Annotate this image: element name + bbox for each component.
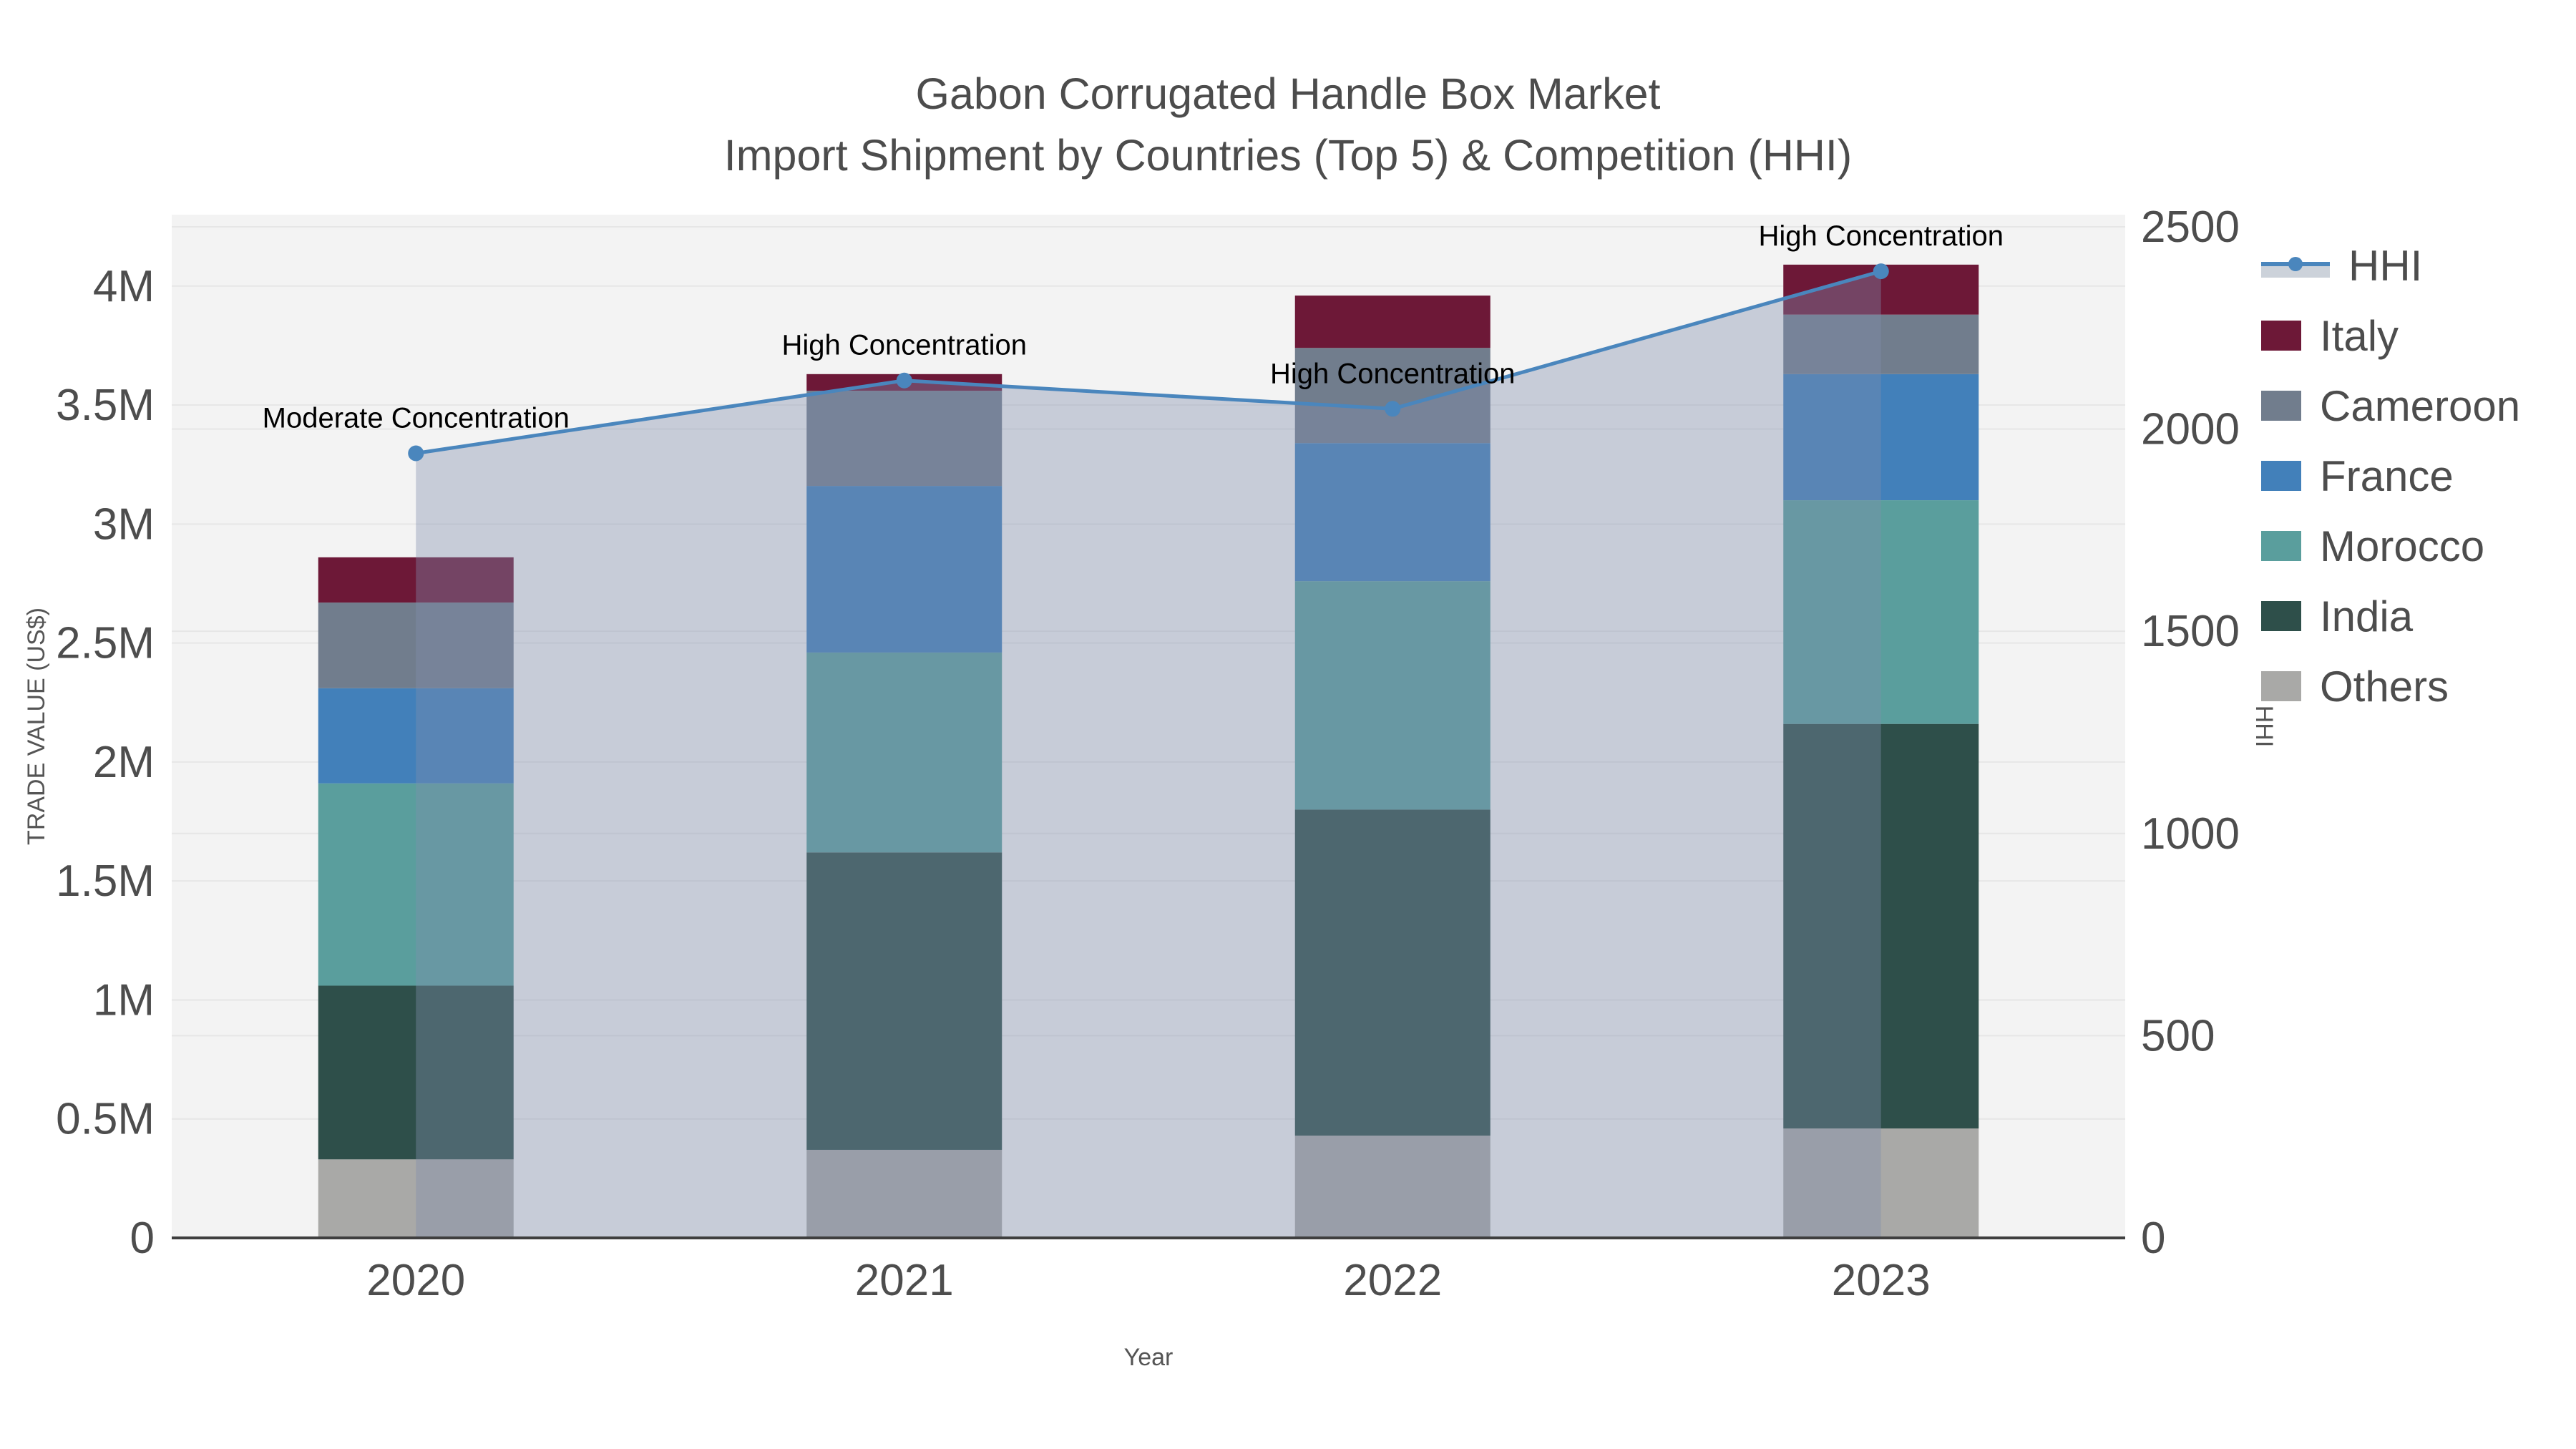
bar-segment-morocco-2020[interactable] (318, 783, 514, 986)
hhi-marker-2023[interactable] (1873, 263, 1889, 280)
annotation-2023: High Concentration (1759, 220, 2004, 252)
legend: HHI Italy Cameroon France Morocco India Others (2261, 230, 2520, 721)
bar-segment-others-2020[interactable] (318, 1159, 514, 1238)
bar-segment-cameroon-2022[interactable] (1294, 348, 1491, 444)
y-right-axis-title: HHI (2250, 706, 2278, 748)
y-left-tick-label: 0.5M (56, 1095, 155, 1144)
chart-title-block: Gabon Corrugated Handle Box Market Impor… (0, 63, 2576, 186)
y-right-tick-label: 2500 (2141, 203, 2240, 252)
legend-label-italy: Italy (2320, 311, 2399, 360)
hhi-marker-2022[interactable] (1385, 401, 1401, 417)
y-right-tick-label: 2000 (2141, 405, 2240, 454)
bar-segment-cameroon-2021[interactable] (806, 391, 1002, 487)
legend-label-cameroon: Cameroon (2320, 381, 2521, 430)
annotation-2021: High Concentration (782, 330, 1027, 361)
y-left-tick-label: 1.5M (56, 857, 155, 906)
bar-segment-india-2023[interactable] (1783, 723, 1979, 1129)
y-left-tick-label: 2M (93, 738, 155, 787)
y-left-tick-label: 0 (130, 1214, 155, 1263)
hhi-marker-2020[interactable] (408, 445, 424, 462)
bar-segment-cameroon-2020[interactable] (318, 602, 514, 688)
legend-swatch-italy (2261, 321, 2301, 351)
bar-segment-france-2020[interactable] (318, 688, 514, 784)
x-tick-label-2020: 2020 (366, 1256, 465, 1305)
y-left-tick-label: 3.5M (56, 381, 155, 430)
bar-segment-morocco-2022[interactable] (1294, 581, 1491, 810)
legend-entry-others[interactable]: Others (2261, 651, 2520, 721)
legend-entry-hhi[interactable]: HHI (2261, 230, 2520, 301)
bar-segment-india-2021[interactable] (806, 852, 1002, 1150)
bar-segment-france-2022[interactable] (1294, 443, 1491, 582)
legend-label-morocco: Morocco (2320, 522, 2485, 570)
bar-segment-italy-2022[interactable] (1294, 296, 1491, 348)
bar-segment-others-2021[interactable] (806, 1149, 1002, 1238)
y-left-tick-label: 1M (93, 975, 155, 1025)
annotation-2022: High Concentration (1270, 358, 1515, 389)
chart-title: Gabon Corrugated Handle Box Market (915, 69, 1661, 118)
legend-swatch-france (2261, 461, 2301, 491)
legend-swatch-india (2261, 601, 2301, 631)
legend-entry-italy[interactable]: Italy (2261, 301, 2520, 371)
bar-segment-italy-2020[interactable] (318, 557, 514, 603)
legend-swatch-morocco (2261, 531, 2301, 561)
legend-swatch-others (2261, 671, 2301, 701)
annotation-2020: Moderate Concentration (263, 402, 570, 434)
legend-label-others: Others (2320, 662, 2449, 711)
legend-entry-morocco[interactable]: Morocco (2261, 511, 2520, 581)
x-tick-label-2022: 2022 (1343, 1256, 1442, 1305)
y-left-axis-title: TRADE VALUE (US$) (23, 608, 50, 845)
legend-entry-india[interactable]: India (2261, 581, 2520, 651)
hhi-marker-2021[interactable] (896, 372, 912, 389)
bar-segment-others-2023[interactable] (1783, 1128, 1979, 1238)
legend-label-india: India (2320, 592, 2414, 640)
bar-segment-morocco-2021[interactable] (806, 652, 1002, 853)
hhi-line-legend-icon (2261, 250, 2330, 280)
legend-label-france: France (2320, 452, 2454, 500)
y-right-tick-label: 1500 (2141, 607, 2240, 656)
y-right-tick-label: 1000 (2141, 809, 2240, 859)
bar-segment-morocco-2023[interactable] (1783, 500, 1979, 724)
legend-label-hhi: HHI (2348, 241, 2423, 290)
bar-segment-others-2022[interactable] (1294, 1136, 1491, 1238)
x-tick-label-2021: 2021 (855, 1256, 954, 1305)
legend-swatch-cameroon (2261, 391, 2301, 421)
y-right-tick-label: 500 (2141, 1011, 2215, 1060)
bar-segment-india-2020[interactable] (318, 985, 514, 1160)
y-left-tick-label: 3M (93, 499, 155, 549)
x-axis-title: Year (1124, 1344, 1174, 1371)
y-left-tick-label: 2.5M (56, 619, 155, 668)
hhi-line (415, 269, 1882, 455)
bar-segment-france-2023[interactable] (1783, 374, 1979, 501)
x-tick-label-2023: 2023 (1832, 1256, 1931, 1305)
chart-subtitle: Import Shipment by Countries (Top 5) & C… (723, 131, 1853, 180)
bar-segment-cameroon-2023[interactable] (1783, 314, 1979, 374)
y-right-tick-label: 0 (2141, 1214, 2165, 1263)
bar-segment-india-2022[interactable] (1294, 809, 1491, 1136)
y-left-tick-label: 4M (93, 262, 155, 311)
legend-entry-cameroon[interactable]: Cameroon (2261, 371, 2520, 441)
legend-entry-france[interactable]: France (2261, 441, 2520, 511)
bar-segment-france-2021[interactable] (806, 486, 1002, 653)
hhi-area-fill (416, 271, 1881, 1239)
